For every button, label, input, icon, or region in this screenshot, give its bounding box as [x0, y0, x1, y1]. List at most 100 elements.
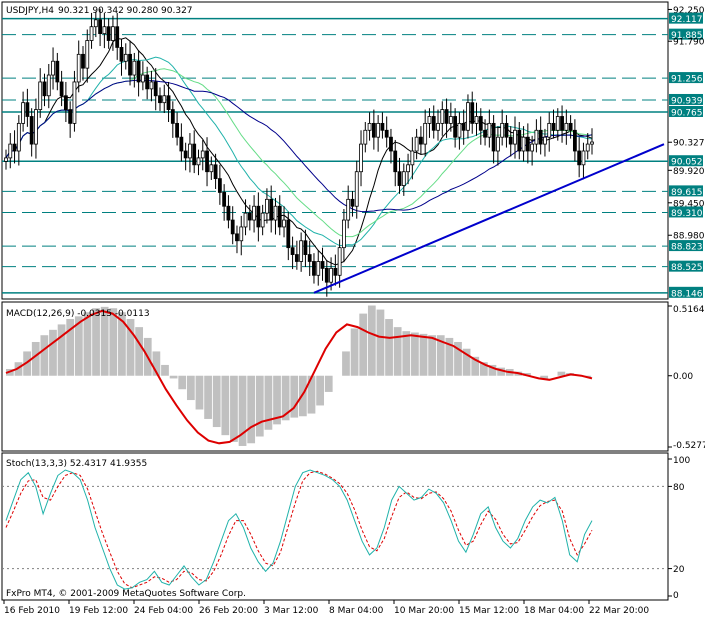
macd-bar	[221, 375, 230, 436]
candle-body	[470, 102, 475, 124]
candle-body	[316, 261, 321, 276]
macd-panel-frame	[1, 301, 669, 452]
macd-bar	[273, 375, 281, 425]
candle-body	[577, 150, 582, 166]
price-label: 90.765	[671, 108, 703, 118]
candle-body	[572, 129, 577, 152]
candle-body	[483, 129, 487, 138]
candle-body	[551, 122, 556, 131]
candle-body	[213, 164, 218, 180]
price-label-box	[669, 240, 703, 252]
macd-bar	[255, 375, 264, 437]
candle-body	[431, 116, 436, 131]
macd-bar	[462, 348, 471, 376]
price-label: 89.615	[671, 188, 703, 198]
candle-body	[555, 116, 560, 131]
price-label: 91.885	[671, 31, 703, 41]
candle-body	[16, 122, 21, 152]
macd-bar	[264, 375, 273, 430]
macd-bar	[195, 375, 204, 410]
macd-bar	[23, 351, 31, 376]
price-tick-label: 88.980	[673, 232, 705, 242]
stoch-levels	[2, 485, 668, 570]
macd-tick-label: 0.5164	[673, 305, 705, 315]
candle-body	[149, 81, 154, 90]
candle-body	[350, 198, 355, 207]
candle-body	[98, 19, 103, 35]
candle-body	[115, 26, 120, 48]
price-label-box	[669, 185, 703, 197]
candle-body	[25, 102, 30, 117]
macd-tick-label: -0.5277	[673, 441, 705, 451]
candle-body	[200, 150, 205, 159]
macd-bar	[316, 375, 324, 406]
price-label: 88.823	[671, 243, 703, 253]
time-tick-label: 18 Mar 04:00	[524, 606, 584, 616]
candle-body	[239, 226, 244, 242]
macd-bar	[161, 364, 169, 376]
candle-body	[136, 60, 141, 83]
macd-bar	[307, 375, 316, 414]
candle-body	[564, 122, 569, 131]
ma-slow-line	[5, 79, 593, 213]
price-label-box	[669, 93, 703, 105]
macd-bar	[66, 319, 75, 376]
macd-bar	[109, 308, 118, 376]
candle-body	[299, 240, 304, 262]
candle-body	[530, 143, 535, 152]
candle-body	[444, 109, 449, 124]
candle-body	[354, 171, 359, 207]
macd-bar	[488, 364, 497, 376]
candle-body	[140, 74, 145, 83]
price-label: 92.117	[671, 15, 703, 25]
candle-body	[534, 129, 539, 145]
price-tick-label: 91.790	[673, 38, 705, 48]
macd-bar	[31, 341, 40, 376]
candle-body	[93, 19, 98, 28]
stoch-tick-label: 20	[673, 565, 685, 575]
candle-body	[76, 53, 81, 83]
candle-body	[265, 198, 269, 214]
candle-body	[590, 141, 594, 145]
candle-body	[170, 109, 175, 124]
candle-body	[222, 192, 227, 207]
candle-body	[363, 129, 368, 145]
candle-body	[162, 95, 167, 104]
macd-bar	[299, 375, 307, 417]
macd-bar	[479, 362, 488, 376]
candle-body	[89, 26, 94, 41]
candle-body	[4, 157, 8, 162]
candle-body	[29, 116, 34, 145]
macd-bar	[238, 375, 247, 446]
price-label-box	[669, 72, 703, 84]
candle-body	[188, 143, 192, 159]
stoch-tick-label: 100	[673, 456, 690, 466]
candle-body	[491, 122, 496, 152]
copyright-text: FxPro MT4, © 2001-2009 MetaQuotes Softwa…	[6, 589, 246, 599]
candle-body	[286, 219, 291, 249]
candle-body	[175, 122, 179, 138]
stoch-lines	[5, 469, 593, 590]
macd-bar	[445, 337, 454, 376]
candle-body	[81, 53, 85, 69]
candle-body	[329, 267, 333, 283]
candle-body	[303, 240, 308, 255]
stoch-tick-label: 0	[673, 591, 679, 601]
candle-body	[376, 122, 381, 138]
macd-bar	[92, 308, 100, 376]
candle-body	[34, 109, 38, 145]
candle-body	[312, 261, 316, 276]
candle-body	[453, 116, 458, 138]
candle-body	[38, 81, 43, 110]
macd-bar	[290, 375, 299, 418]
candle-body	[393, 150, 398, 173]
macd-bar	[230, 375, 238, 442]
candle-body	[51, 60, 55, 76]
candle-body	[230, 219, 235, 235]
macd-bar	[350, 328, 359, 376]
macd-bar	[169, 375, 178, 379]
candle-body	[179, 136, 184, 152]
candle-body	[102, 26, 107, 35]
price-label-box	[669, 28, 703, 40]
stoch-panel-frame	[1, 452, 669, 601]
